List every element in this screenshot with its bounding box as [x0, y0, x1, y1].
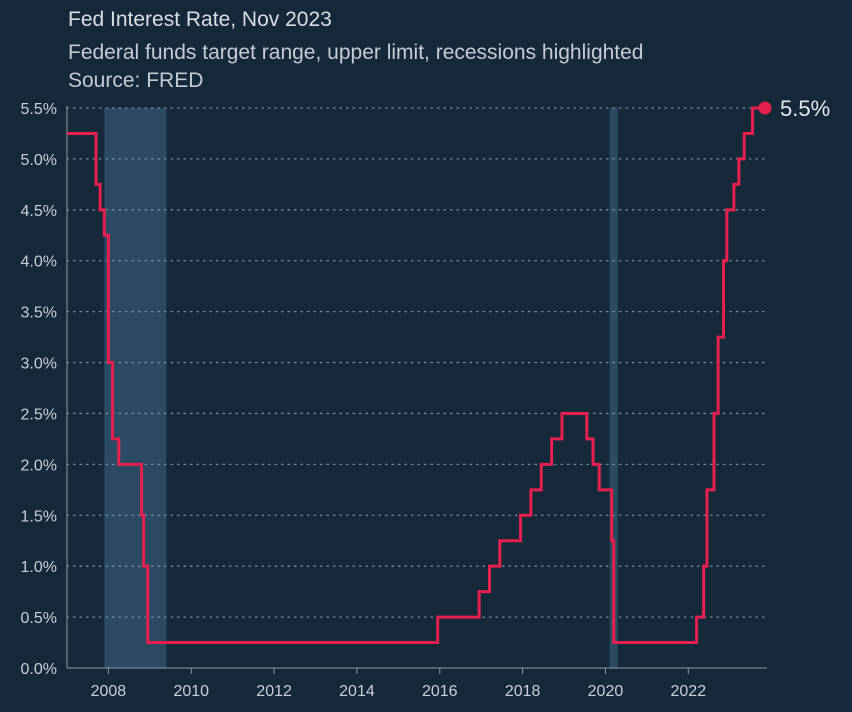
y-tick-label-3: 1.5% [21, 508, 57, 525]
series-line-0 [67, 106, 767, 645]
recession-band-1 [609, 108, 618, 668]
x-tick-label-4: 2016 [422, 683, 458, 700]
y-tick-label-6: 3.0% [21, 356, 57, 373]
y-tick-label-11: 5.5% [21, 101, 57, 118]
y-tick-label-0: 0.0% [21, 661, 57, 678]
x-tick-label-1: 2010 [173, 683, 209, 700]
y-tick-label-8: 4.0% [21, 254, 57, 271]
y-tick-label-10: 5.0% [21, 152, 57, 169]
x-tick-label-3: 2014 [339, 683, 375, 700]
y-tick-label-5: 2.5% [21, 406, 57, 423]
y-tick-label-1: 0.5% [21, 610, 57, 627]
chart-subtitle: Federal funds target range, upper limit,… [68, 41, 644, 64]
end-point [758, 101, 772, 115]
y-tick-label-4: 2.0% [21, 457, 57, 474]
y-tick-label-2: 1.0% [21, 559, 57, 576]
y-tick-label-9: 4.5% [21, 203, 57, 220]
x-tick-label-2: 2012 [256, 683, 292, 700]
recession-band-0 [104, 108, 167, 668]
x-tick-label-7: 2022 [671, 683, 707, 700]
x-tick-label-0: 2008 [91, 683, 127, 700]
chart-title: Fed Interest Rate, Nov 2023 [68, 8, 332, 31]
x-tick-label-6: 2020 [588, 683, 624, 700]
chart-source: Source: FRED [68, 69, 204, 92]
end-value-label: 5.5% [780, 96, 830, 121]
x-tick-label-5: 2018 [505, 683, 541, 700]
y-tick-label-7: 3.5% [21, 305, 57, 322]
